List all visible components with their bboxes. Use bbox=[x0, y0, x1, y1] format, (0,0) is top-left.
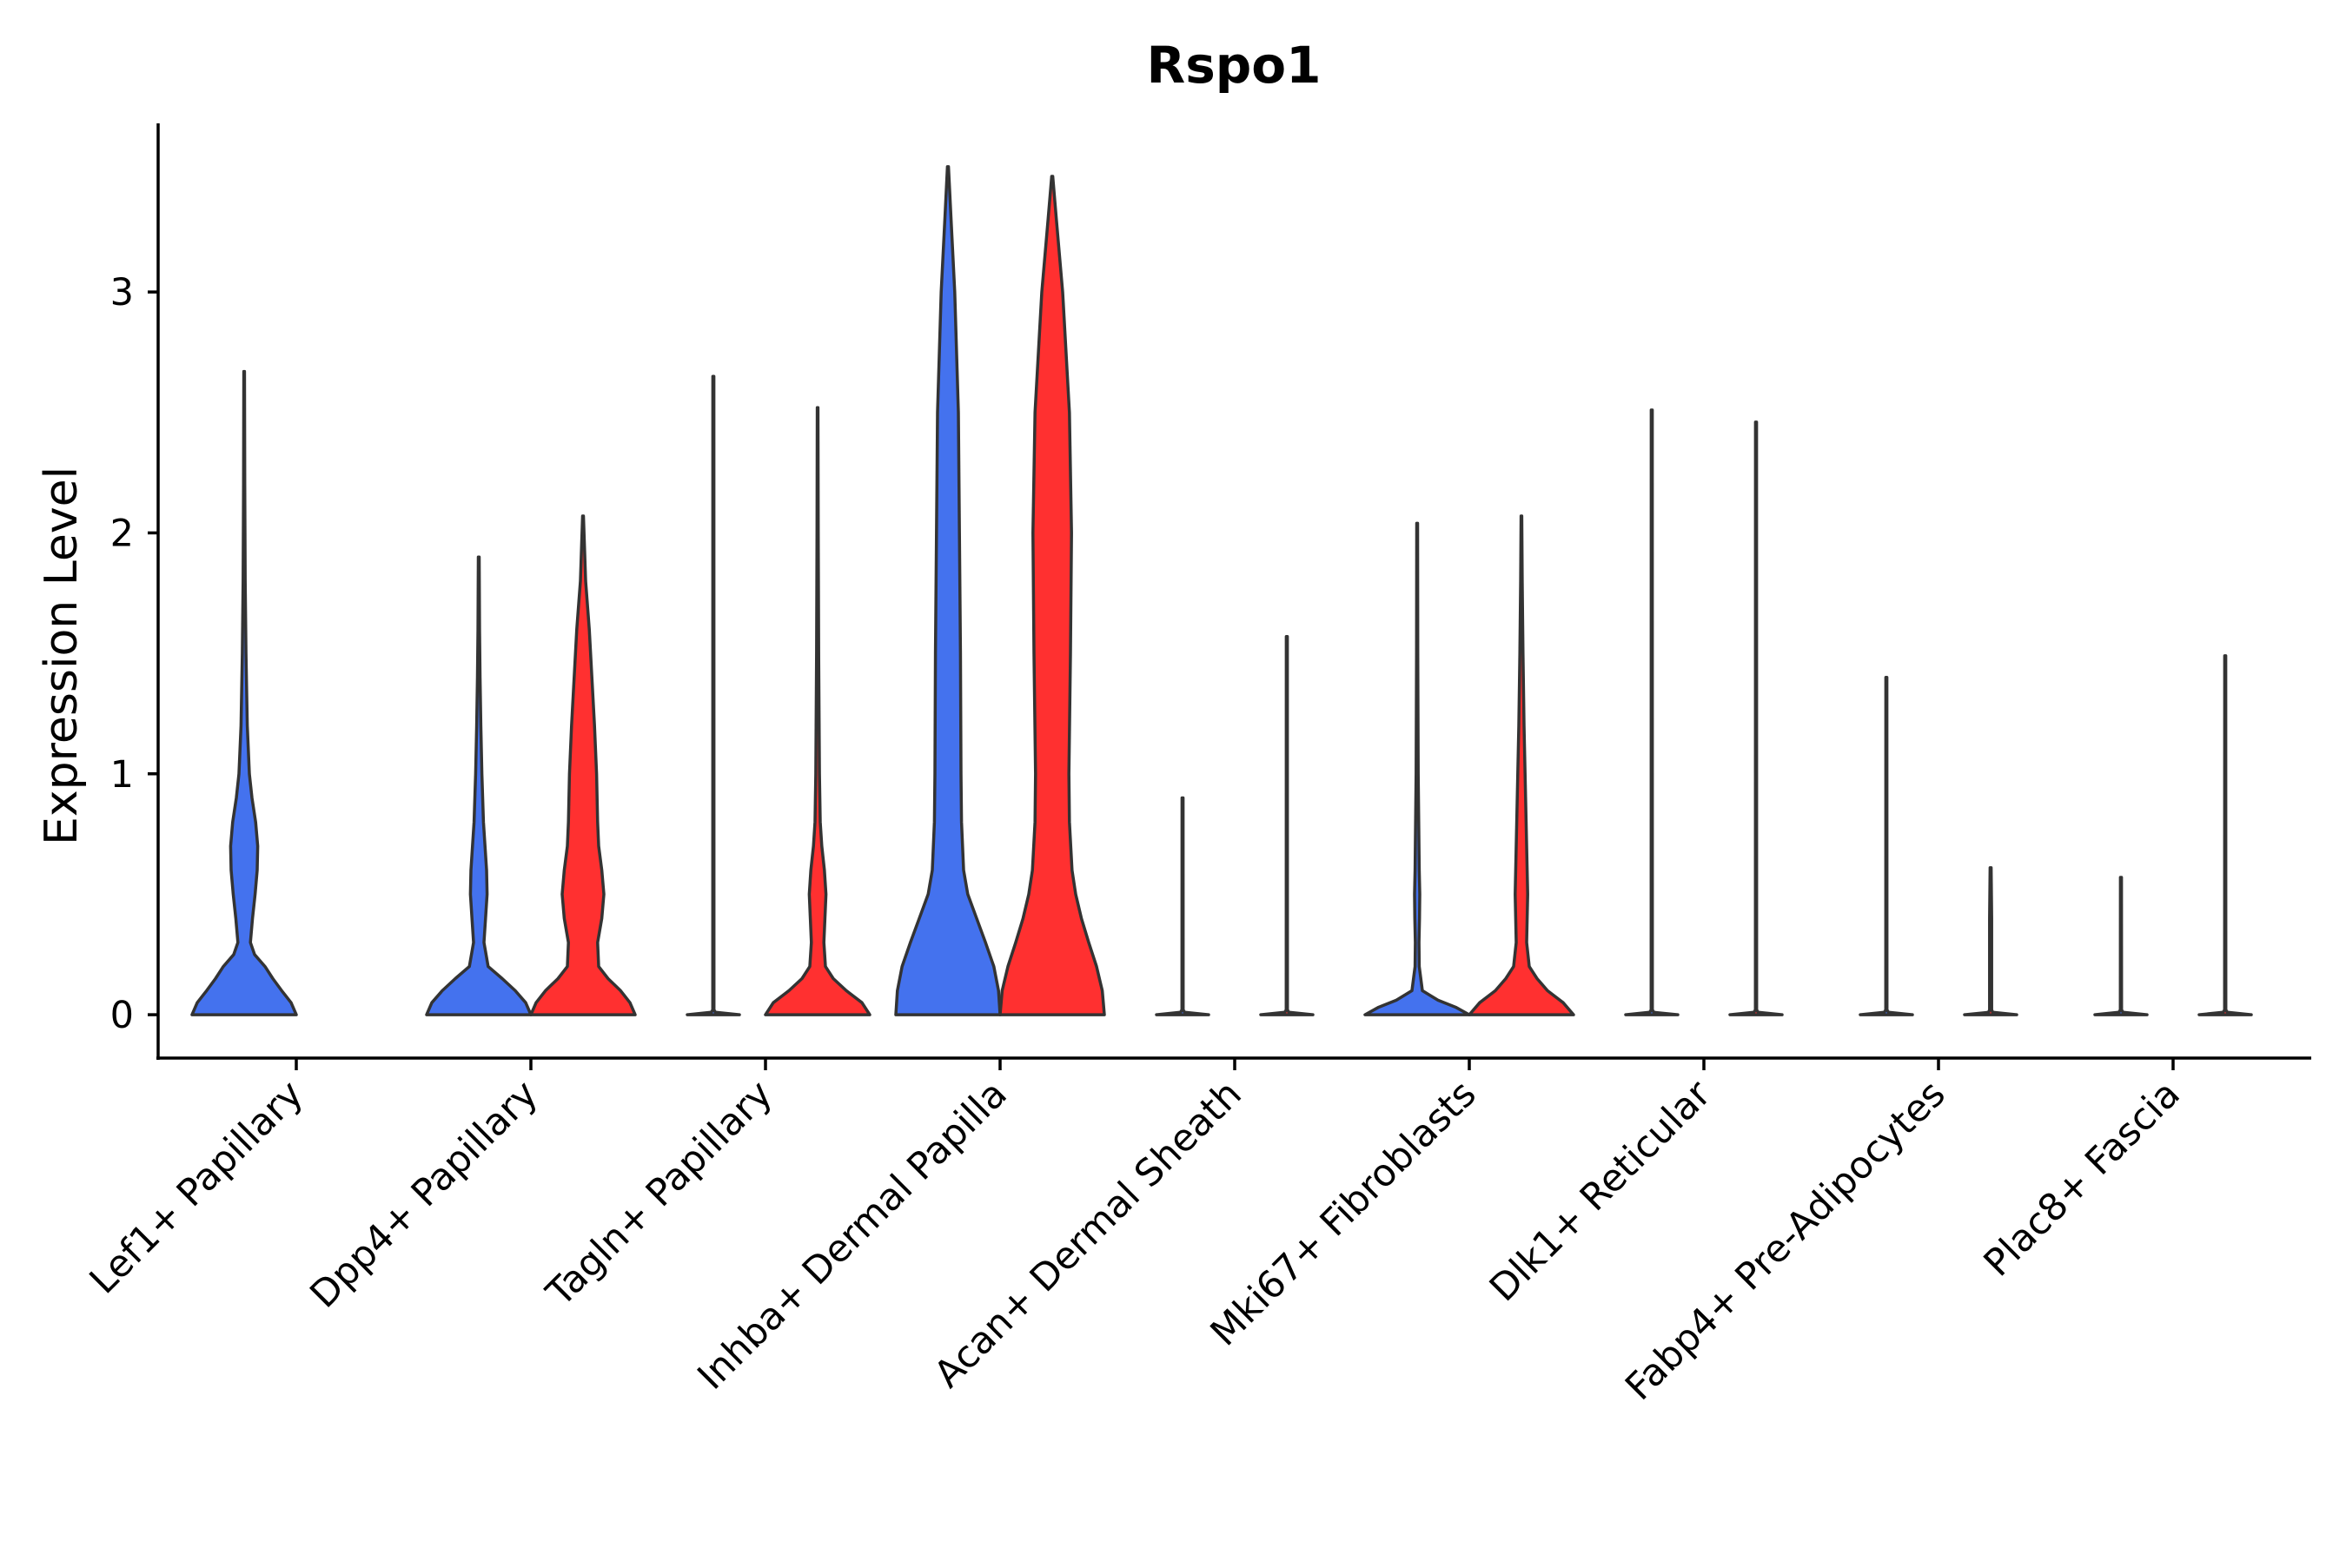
y-ticks-layer: 0 1 2 3 bbox=[110, 271, 158, 1037]
violin-group2-9 bbox=[2197, 654, 2253, 1016]
violin-group2-6 bbox=[1468, 514, 1575, 1016]
violin-group2-7 bbox=[1728, 420, 1784, 1016]
violin-group2-8 bbox=[1963, 866, 2018, 1016]
y-tick-label-3: 3 bbox=[110, 271, 134, 314]
violin-group1-5 bbox=[1155, 796, 1210, 1016]
x-tick-label-2: Dpp4+ Papillary bbox=[302, 1072, 547, 1316]
y-tick-label-0: 0 bbox=[110, 994, 134, 1037]
chart-title: Rspo1 bbox=[1147, 36, 1322, 95]
violin-group1-6 bbox=[1363, 521, 1471, 1016]
x-tick-label-1: Lef1+ Papillary bbox=[82, 1072, 312, 1302]
x-tick-label-3: Tagln+ Papillary bbox=[538, 1072, 781, 1315]
violin-group1-1 bbox=[190, 369, 298, 1016]
x-tick-label-9: Plac8+ Fascia bbox=[1976, 1072, 2189, 1285]
violin-group1-8 bbox=[1859, 676, 1914, 1016]
violin-group2-2 bbox=[529, 514, 637, 1016]
violin-group1-4 bbox=[894, 165, 1002, 1016]
violin-group1-9 bbox=[2093, 876, 2149, 1016]
y-axis-label: Expression Level bbox=[36, 466, 88, 845]
x-tick-label-7: Dlk1+ Reticular bbox=[1481, 1072, 1720, 1310]
violins-layer bbox=[190, 165, 2253, 1016]
y-tick-label-1: 1 bbox=[110, 753, 134, 797]
violin-group2-4 bbox=[998, 175, 1106, 1016]
violin-group1-7 bbox=[1624, 408, 1680, 1016]
violin-group2-5 bbox=[1259, 634, 1315, 1016]
violin-group2-3 bbox=[764, 406, 871, 1016]
y-tick-label-2: 2 bbox=[110, 512, 134, 555]
violin-group1-3 bbox=[686, 374, 741, 1016]
violin-group1-2 bbox=[425, 555, 533, 1016]
x-tick-label-6: Mki67+ Fibroblasts bbox=[1203, 1072, 1485, 1354]
